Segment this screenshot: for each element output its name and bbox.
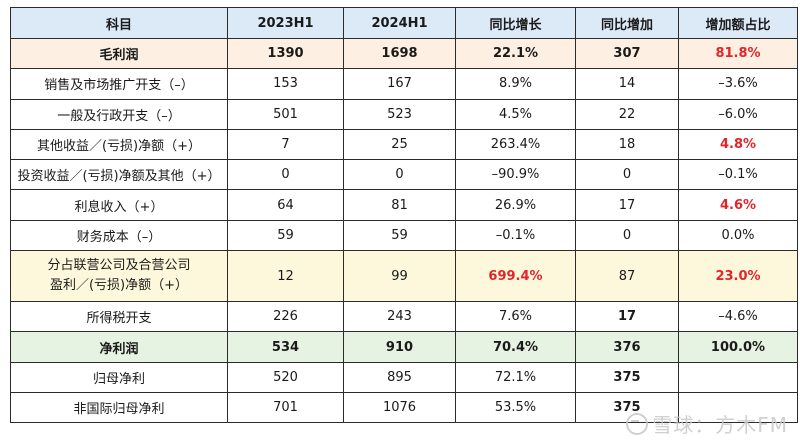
cell-share: –4.6% xyxy=(678,301,798,333)
cell-yoy-increase: 22 xyxy=(575,98,679,130)
financial-table: 科目 2023H1 2024H1 同比增长 同比增加 增加额占比 毛利润 139… xyxy=(10,7,798,424)
row-label-line2: 盈利／(亏损)净额（+） xyxy=(49,278,189,294)
header-yoy-growth: 同比增长 xyxy=(455,7,576,39)
cell-yoy-increase: 14 xyxy=(575,68,679,100)
cell-share xyxy=(678,361,798,393)
table-row: 一般及行政开支（–） 501 523 4.5% 22 –6.0% xyxy=(10,98,798,130)
row-label: 所得税开支 xyxy=(10,301,228,333)
cell-yoy-increase: 0 xyxy=(575,159,679,191)
cell-2024h1: 1698 xyxy=(343,37,456,70)
table-row: 所得税开支 226 243 7.6% 17 –4.6% xyxy=(10,301,798,333)
cell-yoy-increase: 18 xyxy=(575,128,679,161)
cell-yoy-growth: 7.6% xyxy=(455,301,576,333)
cell-share: –3.6% xyxy=(678,68,798,100)
cell-share: –0.1% xyxy=(678,159,798,191)
cell-2024h1: 243 xyxy=(343,301,456,333)
cell-yoy-growth: 4.5% xyxy=(455,98,576,130)
cell-yoy-increase: 17 xyxy=(575,189,679,221)
row-label: 投资收益／(亏损)净额及其他（+） xyxy=(10,159,228,191)
cell-2023h1: 64 xyxy=(227,189,344,221)
cell-yoy-growth: 8.9% xyxy=(455,68,576,100)
cell-share xyxy=(678,391,798,424)
cell-2023h1: 12 xyxy=(227,250,344,303)
cell-2023h1: 59 xyxy=(227,219,344,252)
cell-2024h1: 910 xyxy=(343,331,456,363)
cell-yoy-increase: 375 xyxy=(575,361,679,393)
cell-2024h1: 523 xyxy=(343,98,456,130)
cell-2024h1: 99 xyxy=(343,250,456,303)
cell-yoy-increase: 307 xyxy=(575,37,679,70)
cell-yoy-increase: 0 xyxy=(575,219,679,252)
header-2023h1: 2023H1 xyxy=(227,7,344,39)
row-label: 一般及行政开支（–） xyxy=(10,98,228,130)
cell-2023h1: 534 xyxy=(227,331,344,363)
row-label: 其他收益／(亏损)净额（+） xyxy=(10,128,228,161)
row-label: 毛利润 xyxy=(10,37,228,70)
header-yoy-increase: 同比增加 xyxy=(575,7,679,39)
cell-yoy-growth: 22.1% xyxy=(455,37,576,70)
table-row: 财务成本（–） 59 59 –0.1% 0 0.0% xyxy=(10,219,798,252)
table-row: 投资收益／(亏损)净额及其他（+） 0 0 –90.9% 0 –0.1% xyxy=(10,159,798,191)
header-share: 增加额占比 xyxy=(678,7,798,39)
cell-yoy-growth: 72.1% xyxy=(455,361,576,393)
cell-share: 4.8% xyxy=(678,128,798,161)
cell-yoy-growth: –0.1% xyxy=(455,219,576,252)
cell-2024h1: 59 xyxy=(343,219,456,252)
cell-2024h1: 167 xyxy=(343,68,456,100)
cell-yoy-growth: 26.9% xyxy=(455,189,576,221)
cell-share: 0.0% xyxy=(678,219,798,252)
cell-2023h1: 1390 xyxy=(227,37,344,70)
header-row: 科目 2023H1 2024H1 同比增长 同比增加 增加额占比 xyxy=(10,7,798,39)
table-row: 其他收益／(亏损)净额（+） 7 25 263.4% 18 4.8% xyxy=(10,128,798,161)
cell-yoy-increase: 376 xyxy=(575,331,679,363)
cell-2024h1: 25 xyxy=(343,128,456,161)
cell-2024h1: 895 xyxy=(343,361,456,393)
cell-share: –6.0% xyxy=(678,98,798,130)
row-label: 利息收入（+） xyxy=(10,189,228,221)
header-2024h1: 2024H1 xyxy=(343,7,456,39)
watermark-text: 雪球：方木FM xyxy=(652,413,788,437)
cell-yoy-growth: 699.4% xyxy=(455,250,576,303)
cell-2024h1: 0 xyxy=(343,159,456,191)
cell-2023h1: 153 xyxy=(227,68,344,100)
table-row-jv-share: 分占联营公司及合营公司 盈利／(亏损)净额（+） 12 99 699.4% 87… xyxy=(10,250,798,303)
snowball-logo-icon xyxy=(626,412,649,435)
table-row-net-profit: 净利润 534 910 70.4% 376 100.0% xyxy=(10,331,798,363)
cell-2024h1: 1076 xyxy=(343,391,456,424)
table-row: 销售及市场推广开支（–） 153 167 8.9% 14 –3.6% xyxy=(10,68,798,100)
table-row-gross-profit: 毛利润 1390 1698 22.1% 307 81.8% xyxy=(10,37,798,70)
cell-share: 81.8% xyxy=(678,37,798,70)
cell-share: 100.0% xyxy=(678,331,798,363)
row-label: 净利润 xyxy=(10,331,228,363)
cell-yoy-growth: 263.4% xyxy=(455,128,576,161)
cell-yoy-growth: 53.5% xyxy=(455,391,576,424)
table-row: 利息收入（+） 64 81 26.9% 17 4.6% xyxy=(10,189,798,221)
cell-2023h1: 501 xyxy=(227,98,344,130)
cell-2023h1: 7 xyxy=(227,128,344,161)
cell-yoy-growth: 70.4% xyxy=(455,331,576,363)
cell-yoy-increase: 87 xyxy=(575,250,679,303)
table-row: 非国际归母净利 701 1076 53.5% 375 xyxy=(10,391,798,424)
cell-yoy-growth: –90.9% xyxy=(455,159,576,191)
cell-2023h1: 226 xyxy=(227,301,344,333)
cell-yoy-increase: 17 xyxy=(575,301,679,333)
row-label: 归母净利 xyxy=(10,361,228,393)
cell-2023h1: 701 xyxy=(227,391,344,424)
row-label: 财务成本（–） xyxy=(10,219,228,252)
cell-2023h1: 520 xyxy=(227,361,344,393)
cell-share: 23.0% xyxy=(678,250,798,303)
row-label-line1: 分占联营公司及合营公司 xyxy=(47,258,191,274)
header-item: 科目 xyxy=(10,7,228,39)
cell-2024h1: 81 xyxy=(343,189,456,221)
cell-2023h1: 0 xyxy=(227,159,344,191)
row-label: 销售及市场推广开支（–） xyxy=(10,68,228,100)
table-row: 归母净利 520 895 72.1% 375 xyxy=(10,361,798,393)
watermark: 雪球：方木FM xyxy=(626,409,788,438)
row-label: 分占联营公司及合营公司 盈利／(亏损)净额（+） xyxy=(10,250,228,303)
cell-share: 4.6% xyxy=(678,189,798,221)
row-label: 非国际归母净利 xyxy=(10,391,228,424)
